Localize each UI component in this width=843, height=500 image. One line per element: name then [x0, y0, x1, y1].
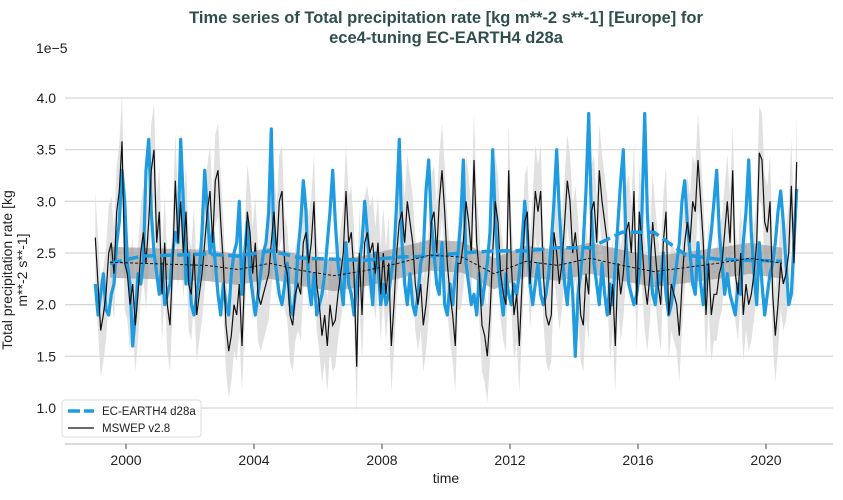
- y-axis-label: Total precipitation rate [kg: [0, 190, 15, 350]
- y-tick-label: 4.0: [37, 90, 57, 106]
- legend-label-model: EC-EARTH4 d28a: [102, 406, 196, 418]
- legend-label-obs: MSWEP v2.8: [102, 423, 170, 435]
- chart-title: Time series of Total precipitation rate …: [189, 9, 703, 27]
- series-ec-earth4-mean: [109, 230, 783, 266]
- x-tick-label: 2000: [110, 452, 141, 468]
- legend-box: [61, 399, 202, 438]
- y-multiplier: 1e−5: [36, 40, 68, 56]
- x-tick-label: 2008: [366, 452, 397, 468]
- x-tick-label: 2016: [622, 452, 653, 468]
- x-tick-label: 2020: [750, 452, 781, 468]
- y-tick-label: 3.5: [37, 142, 57, 158]
- y-axis-label-line2: m**-2 s**-1]: [14, 233, 30, 306]
- chart-title-line2: ece4-tuning EC-EARTH4 d28a: [329, 29, 564, 47]
- y-tick-labels: 1.0 1.5 2.0 2.5 3.0 3.5 4.0: [37, 90, 57, 416]
- x-tick-label: 2004: [238, 452, 269, 468]
- x-axis-label: time: [433, 470, 460, 486]
- series-mswep-monthly: [94, 141, 798, 367]
- y-tick-label: 2.0: [37, 297, 57, 313]
- y-tick-label: 2.5: [37, 245, 57, 261]
- legend: EC-EARTH4 d28a MSWEP v2.8: [61, 399, 202, 438]
- x-tick-label: 2012: [494, 452, 525, 468]
- series-mswep-mean: [109, 254, 783, 277]
- plot-area: [93, 94, 799, 414]
- y-tick-label: 1.5: [37, 348, 57, 364]
- y-tick-label: 1.0: [37, 400, 57, 416]
- x-tick-labels: 2000 2004 2008 2012 2016 2020: [110, 444, 782, 468]
- y-tick-label: 3.0: [37, 193, 57, 209]
